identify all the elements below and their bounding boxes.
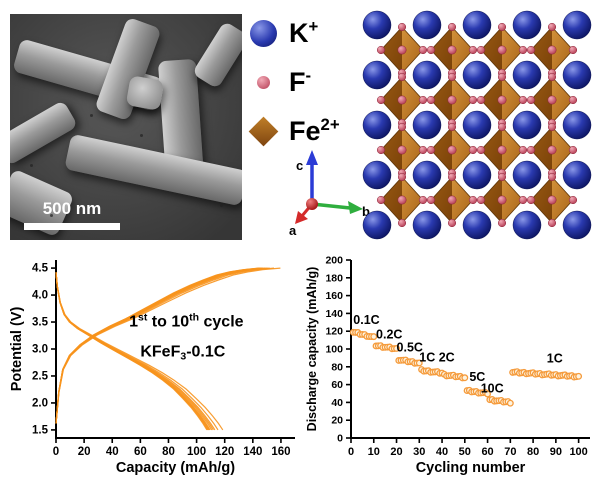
- legend-item-fluoride: F-: [250, 65, 362, 99]
- rate-capability-chart: 0 10 20 30 40 50 60 70 80 90 100 0 20 40 60 80 100 120 140…: [305, 255, 590, 476]
- svg-text:a: a: [289, 223, 297, 238]
- legend-item-potassium: K+: [250, 16, 362, 50]
- svg-text:120: 120: [215, 446, 234, 458]
- svg-text:30: 30: [413, 446, 425, 458]
- svg-text:60: 60: [331, 379, 343, 391]
- svg-text:160: 160: [271, 446, 290, 458]
- svg-text:50: 50: [459, 446, 471, 458]
- svg-text:20: 20: [78, 446, 91, 458]
- svg-text:Potential (V): Potential (V): [9, 307, 25, 392]
- svg-text:0.1C: 0.1C: [353, 313, 379, 327]
- nanorod: [191, 20, 242, 90]
- svg-text:KFeF3-0.1C: KFeF3-0.1C: [140, 344, 225, 363]
- legend-label-potassium: K+: [289, 17, 319, 48]
- sem-speck: [140, 134, 143, 137]
- legend-label-fluoride: F-: [289, 66, 312, 97]
- svg-text:2.0: 2.0: [32, 397, 48, 409]
- sem-image: 500 nm: [10, 14, 242, 240]
- sem-speck: [50, 214, 53, 217]
- svg-text:c: c: [296, 158, 303, 173]
- ion-legend: K+ F- Fe2+: [248, 16, 362, 163]
- svg-text:Discharge capacity (mAh/g): Discharge capacity (mAh/g): [305, 267, 319, 432]
- svg-text:20: 20: [331, 415, 343, 427]
- nanorod: [64, 133, 242, 207]
- sem-speck: [30, 164, 33, 167]
- svg-text:80: 80: [331, 361, 343, 373]
- svg-text:1st to 10th cycle: 1st to 10th cycle: [129, 311, 244, 330]
- svg-text:60: 60: [481, 446, 493, 458]
- potassium-sphere-icon: [250, 19, 277, 47]
- svg-text:0.5C: 0.5C: [397, 341, 423, 355]
- scale-bar-label: 500 nm: [42, 199, 102, 218]
- nanorod-end-facet: [125, 75, 165, 111]
- sem-speck: [220, 204, 223, 207]
- svg-text:140: 140: [243, 446, 262, 458]
- svg-text:b: b: [362, 204, 370, 219]
- crystal-axes-indicator: c b a: [289, 150, 370, 238]
- sem-speck: [90, 114, 93, 117]
- svg-text:0: 0: [348, 446, 354, 458]
- svg-text:Capacity (mAh/g): Capacity (mAh/g): [116, 460, 235, 476]
- svg-text:100: 100: [187, 446, 206, 458]
- svg-text:200: 200: [325, 255, 343, 267]
- svg-text:80: 80: [527, 446, 539, 458]
- svg-text:0: 0: [53, 446, 59, 458]
- svg-text:1C 2C: 1C 2C: [419, 350, 454, 364]
- svg-text:0.2C: 0.2C: [376, 327, 402, 341]
- svg-text:0: 0: [337, 433, 343, 445]
- svg-text:80: 80: [162, 446, 175, 458]
- fluoride-sphere-icon: [257, 75, 270, 89]
- legend-label-iron: Fe2+: [289, 115, 340, 146]
- svg-text:3.5: 3.5: [32, 317, 49, 329]
- svg-text:90: 90: [550, 446, 562, 458]
- svg-text:10C: 10C: [481, 382, 504, 396]
- svg-text:70: 70: [504, 446, 516, 458]
- svg-text:160: 160: [325, 290, 343, 302]
- svg-text:120: 120: [325, 326, 343, 338]
- svg-text:2.5: 2.5: [32, 370, 49, 382]
- crystal-structure: [362, 10, 592, 240]
- svg-text:40: 40: [436, 446, 448, 458]
- svg-text:140: 140: [325, 308, 343, 320]
- svg-text:4.5: 4.5: [32, 263, 49, 275]
- svg-text:40: 40: [106, 446, 119, 458]
- svg-text:180: 180: [325, 272, 343, 284]
- iron-diamond-icon: [248, 116, 279, 146]
- svg-text:1C: 1C: [547, 351, 563, 365]
- svg-text:60: 60: [134, 446, 147, 458]
- potential-capacity-chart: 0 20 40 60 80 100 120 140 160 1.5 2.0 2.5 3.0 3.5 4.0 4…: [9, 260, 295, 476]
- svg-text:40: 40: [331, 397, 343, 409]
- svg-text:100: 100: [325, 344, 343, 356]
- svg-text:Cycling number: Cycling number: [416, 460, 526, 476]
- svg-text:100: 100: [569, 446, 587, 458]
- svg-text:5C: 5C: [469, 370, 485, 384]
- scale-bar: [24, 223, 120, 230]
- svg-text:20: 20: [390, 446, 402, 458]
- svg-text:4.0: 4.0: [32, 290, 48, 302]
- svg-text:10: 10: [368, 446, 380, 458]
- svg-text:1.5: 1.5: [32, 424, 49, 436]
- svg-text:3.0: 3.0: [32, 344, 48, 356]
- legend-item-iron: Fe2+: [248, 114, 362, 148]
